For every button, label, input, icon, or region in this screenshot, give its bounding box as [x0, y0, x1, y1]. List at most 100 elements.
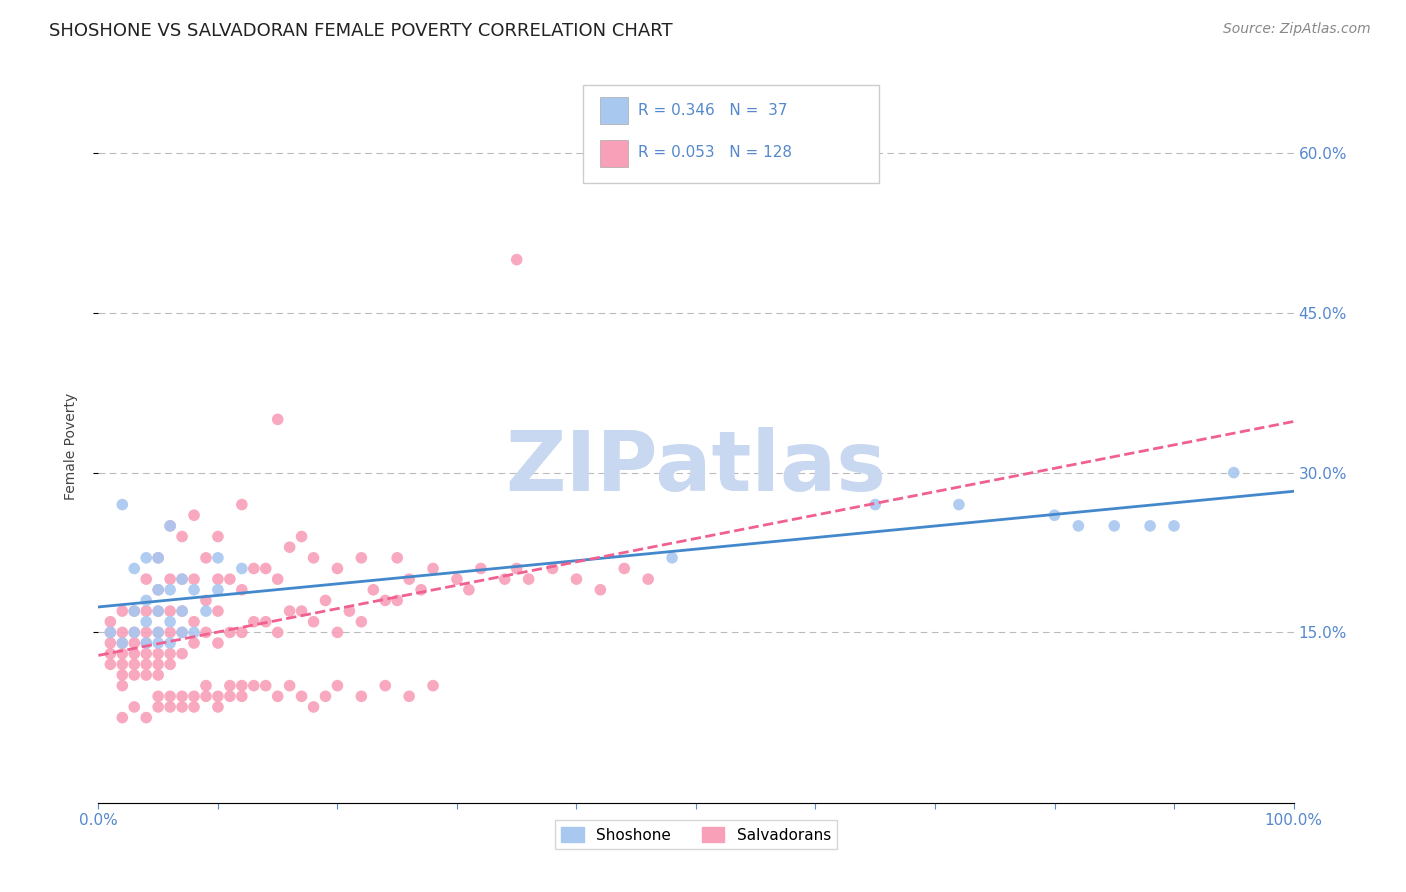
Point	[148, 550, 170, 565]
Point	[494, 572, 516, 586]
Point	[172, 700, 194, 714]
Point	[385, 593, 409, 607]
Point	[315, 593, 337, 607]
Point	[207, 582, 229, 597]
Point	[135, 625, 157, 640]
Text: ZIPatlas: ZIPatlas	[506, 427, 886, 508]
Point	[231, 679, 253, 693]
Point	[124, 636, 146, 650]
Point	[135, 550, 157, 565]
Point	[1043, 508, 1066, 523]
Point	[148, 636, 170, 650]
Point	[207, 636, 229, 650]
Point	[159, 519, 181, 533]
Point	[517, 572, 540, 586]
Point	[124, 668, 146, 682]
Point	[172, 625, 194, 640]
Point	[148, 604, 170, 618]
Point	[267, 625, 290, 640]
Point	[111, 657, 134, 672]
Point	[135, 604, 157, 618]
Point	[98, 615, 122, 629]
Point	[326, 561, 349, 575]
Point	[350, 690, 373, 704]
Point	[124, 657, 146, 672]
Point	[350, 615, 373, 629]
Point	[124, 625, 146, 640]
Point	[207, 529, 229, 543]
Point	[148, 582, 170, 597]
Point	[231, 690, 253, 704]
Legend: Shoshone, Salvadorans: Shoshone, Salvadorans	[555, 821, 837, 848]
Point	[267, 412, 290, 426]
Point	[589, 582, 612, 597]
Point	[291, 604, 314, 618]
Point	[207, 604, 229, 618]
Point	[111, 636, 134, 650]
Point	[398, 572, 420, 586]
Point	[111, 636, 134, 650]
Point	[111, 498, 134, 512]
Point	[159, 519, 181, 533]
Point	[172, 572, 194, 586]
Point	[195, 550, 218, 565]
Point	[302, 615, 325, 629]
Point	[148, 657, 170, 672]
Point	[172, 690, 194, 704]
Point	[865, 498, 887, 512]
Point	[243, 561, 266, 575]
Point	[159, 657, 181, 672]
Point	[111, 679, 134, 693]
Point	[159, 690, 181, 704]
Point	[195, 625, 218, 640]
Point	[148, 668, 170, 682]
Point	[506, 252, 529, 267]
Point	[385, 550, 409, 565]
Point	[363, 582, 385, 597]
Point	[148, 625, 170, 640]
Point	[172, 604, 194, 618]
Point	[302, 550, 325, 565]
Point	[98, 625, 122, 640]
Point	[183, 572, 205, 586]
Text: R = 0.053   N = 128: R = 0.053 N = 128	[638, 145, 793, 161]
Point	[159, 572, 181, 586]
Point	[195, 679, 218, 693]
Point	[135, 668, 157, 682]
Point	[111, 710, 134, 724]
Point	[267, 690, 290, 704]
Point	[183, 508, 205, 523]
Point	[159, 647, 181, 661]
Point	[231, 582, 253, 597]
Point	[267, 572, 290, 586]
Point	[278, 604, 301, 618]
Point	[350, 550, 373, 565]
Point	[506, 561, 529, 575]
Point	[278, 540, 301, 554]
Point	[326, 625, 349, 640]
Point	[172, 647, 194, 661]
Point	[124, 700, 146, 714]
Point	[1139, 519, 1161, 533]
Point	[135, 710, 157, 724]
Point	[111, 604, 134, 618]
Point	[243, 615, 266, 629]
Point	[422, 679, 444, 693]
Point	[637, 572, 659, 586]
Point	[148, 625, 170, 640]
Text: Source: ZipAtlas.com: Source: ZipAtlas.com	[1223, 22, 1371, 37]
Point	[98, 657, 122, 672]
Point	[326, 679, 349, 693]
Point	[254, 679, 277, 693]
Point	[231, 561, 253, 575]
Point	[254, 615, 277, 629]
Point	[254, 561, 277, 575]
Point	[231, 625, 253, 640]
Point	[1223, 466, 1246, 480]
Point	[172, 604, 194, 618]
Point	[207, 690, 229, 704]
Point	[411, 582, 433, 597]
Point	[291, 529, 314, 543]
Point	[159, 582, 181, 597]
Y-axis label: Female Poverty: Female Poverty	[63, 392, 77, 500]
